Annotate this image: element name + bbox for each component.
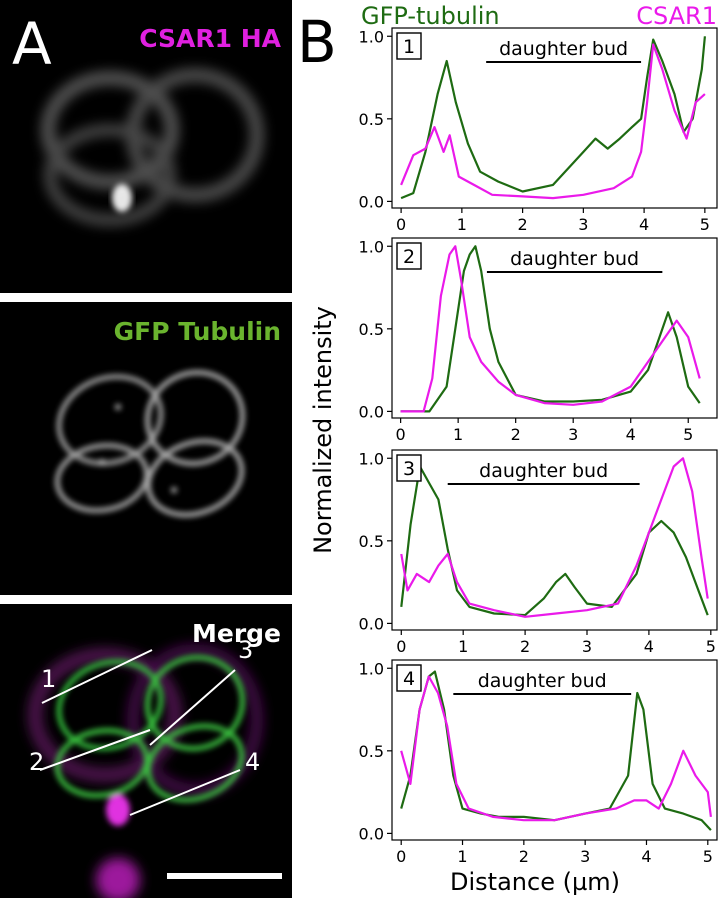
x-tick-label: 1 <box>458 637 468 656</box>
profile-line-1 <box>41 649 153 704</box>
x-tick-label: 2 <box>518 215 528 234</box>
panel-number: 1 <box>403 36 415 58</box>
x-tick-label: 3 <box>580 847 590 866</box>
series-line-csar1 <box>400 457 709 618</box>
x-tick-label: 1 <box>453 425 463 444</box>
y-tick-label: 1.0 <box>359 449 384 468</box>
panel-b: B GFP-tubulin CSAR1 Normalized intensity… <box>297 2 718 896</box>
y-tick-label: 1.0 <box>359 27 384 46</box>
y-tick-label: 0.5 <box>359 742 384 761</box>
merge-label: Merge <box>192 619 281 648</box>
y-tick-label: 1.0 <box>359 237 384 256</box>
panel-number-box <box>396 664 422 692</box>
x-tick-label: 4 <box>639 215 649 234</box>
x-tick-label: 3 <box>582 637 592 656</box>
image-csar1-ha: A CSAR1 HA <box>0 0 292 293</box>
panel-number: 4 <box>403 668 415 690</box>
y-tick-label: 0.0 <box>359 614 384 633</box>
panel-number-box <box>396 454 422 482</box>
y-tick-label: 0.5 <box>359 532 384 551</box>
csar1-ha-label: CSAR1 HA <box>139 24 281 53</box>
plot-frame <box>391 237 718 419</box>
x-tick-label: 4 <box>641 847 651 866</box>
panel-number-box <box>396 32 422 60</box>
legend-gfp-tubulin: GFP-tubulin <box>361 2 500 30</box>
x-tick-label: 0 <box>396 215 406 234</box>
legend-csar1: CSAR1 <box>636 2 717 30</box>
panel-number: 2 <box>403 246 415 268</box>
profile-plot-1: 0.0 0.5 1.0 0 1 2 3 4 5 daughter bud 1 <box>359 27 718 234</box>
y-axis-label: Normalized intensity <box>309 306 337 554</box>
x-tick-label: 5 <box>700 215 710 234</box>
line-number-3: 3 <box>238 636 253 664</box>
series-line-csar1 <box>400 43 706 200</box>
x-tick-label: 5 <box>703 847 713 866</box>
image-gfp-tubulin: GFP Tubulin <box>0 302 292 595</box>
gfp-tubulin-label: GFP Tubulin <box>114 317 281 346</box>
y-tick-label: 0.0 <box>359 402 384 421</box>
daughter-bud-label: daughter bud <box>510 248 639 270</box>
x-axis-label: Distance (µm) <box>450 868 620 896</box>
x-tick-label: 1 <box>457 215 467 234</box>
x-tick-label: 0 <box>396 425 406 444</box>
x-tick-label: 3 <box>578 215 588 234</box>
panel-number-box <box>396 242 422 270</box>
x-tick-label: 1 <box>457 847 467 866</box>
profile-plot-3: 0.0 0.5 1.0 0 1 2 3 4 5 daughter bud 3 <box>359 449 718 656</box>
daughter-bud-label: daughter bud <box>479 460 608 482</box>
x-tick-label: 0 <box>396 847 406 866</box>
panel-b-letter: B <box>297 8 337 76</box>
y-tick-label: 0.0 <box>359 192 384 211</box>
daughter-bud-label: daughter bud <box>478 670 607 692</box>
x-tick-label: 5 <box>683 425 693 444</box>
panel-a: A CSAR1 HA GFP Tubulin <box>0 0 292 898</box>
panel-number: 3 <box>403 458 415 480</box>
x-tick-label: 2 <box>520 637 530 656</box>
series-line-gfp-tubulin <box>400 36 706 200</box>
plot-frame <box>391 449 718 631</box>
x-tick-label: 0 <box>396 637 406 656</box>
y-tick-label: 1.0 <box>359 659 384 678</box>
x-tick-label: 4 <box>626 425 636 444</box>
y-tick-label: 0.0 <box>359 824 384 843</box>
x-tick-label: 4 <box>644 637 654 656</box>
series-line-gfp-tubulin <box>400 465 709 617</box>
y-tick-label: 0.5 <box>359 110 384 129</box>
daughter-bud-label: daughter bud <box>499 38 628 60</box>
series-line-csar1 <box>400 245 701 413</box>
x-tick-label: 5 <box>706 637 716 656</box>
x-tick-label: 2 <box>511 425 521 444</box>
profile-line-4 <box>129 769 241 816</box>
line-number-1: 1 <box>41 665 56 693</box>
series-line-csar1 <box>400 675 712 822</box>
line-number-4: 4 <box>245 748 260 776</box>
y-tick-label: 0.5 <box>359 320 384 339</box>
profile-plot-4: 0.0 0.5 1.0 0 1 2 3 4 5 daughter bud 4 <box>359 659 718 866</box>
plot-frame <box>391 659 718 841</box>
profile-line-2 <box>39 729 151 771</box>
plots-container: 0.0 0.5 1.0 0 1 2 3 4 5 daughter bud 1 0.0 0.5 1.0 0 1 2… <box>359 27 718 866</box>
profile-plot-2: 0.0 0.5 1.0 0 1 2 3 4 5 daughter bud 2 <box>359 237 718 444</box>
profile-line-3 <box>149 669 236 746</box>
series-line-gfp-tubulin <box>400 670 712 831</box>
plot-frame <box>391 27 718 209</box>
panel-a-letter: A <box>12 10 52 78</box>
x-tick-label: 3 <box>568 425 578 444</box>
x-tick-label: 2 <box>519 847 529 866</box>
line-number-2: 2 <box>29 748 44 776</box>
image-merge: 1 2 3 4 Merge <box>0 604 292 898</box>
